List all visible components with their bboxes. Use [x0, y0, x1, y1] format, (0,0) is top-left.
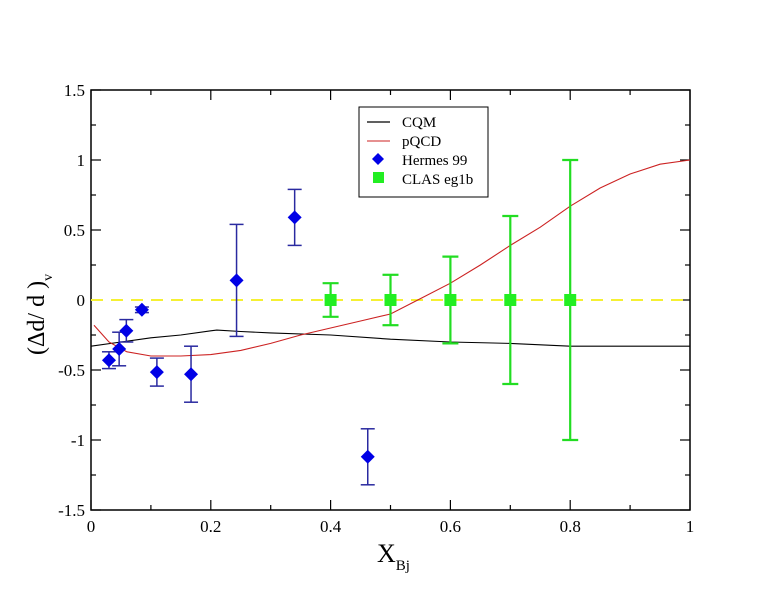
square-marker: [444, 294, 457, 306]
data-point-hermes-99: [360, 428, 375, 486]
series-line-cqm: [90, 329, 690, 347]
data-point-clas-eg1b: [322, 282, 339, 318]
data-point-clas-eg1b: [382, 273, 399, 327]
data-point-hermes-99: [112, 331, 127, 367]
diamond-marker: [119, 323, 134, 338]
x-axis-label: XBj: [377, 539, 410, 574]
y-tick-label: 1: [77, 151, 86, 170]
x-tick-label: 0: [87, 517, 96, 536]
data-point-hermes-99: [119, 318, 134, 343]
y-axis-label: (Δd/ d )v: [24, 274, 56, 355]
legend-label-clas: CLAS eg1b: [402, 172, 473, 188]
legend: CQM pQCD Hermes 99 CLAS eg1b: [358, 106, 489, 198]
y-tick-label: 1.5: [64, 81, 85, 100]
legend-swatch-hermes: [372, 153, 384, 165]
diamond-marker: [184, 367, 199, 382]
square-marker: [324, 294, 337, 306]
series-line-pqcd: [93, 159, 691, 357]
legend-label-hermes: Hermes 99: [402, 153, 467, 169]
x-tick-label: 0.8: [560, 517, 581, 536]
chart-marks: [90, 158, 691, 486]
square-marker: [384, 294, 397, 306]
x-tick-label: 0.2: [200, 517, 221, 536]
legend-swatch-clas: [373, 172, 384, 183]
y-tick-label: 0.5: [64, 221, 85, 240]
data-point-hermes-99: [184, 345, 199, 403]
data-point-clas-eg1b: [562, 158, 579, 442]
y-tick-label: -0.5: [58, 361, 85, 380]
data-point-clas-eg1b: [502, 214, 519, 386]
data-point-hermes-99: [287, 188, 302, 247]
diamond-marker: [112, 342, 127, 356]
diamond-marker: [134, 302, 149, 317]
legend-label-cqm: CQM: [402, 115, 436, 131]
data-point-hermes-99: [229, 223, 244, 338]
y-tick-label: 0: [77, 291, 86, 310]
y-tick-label: -1.5: [58, 501, 85, 520]
axis-ticks: [90, 89, 691, 511]
x-tick-labels: 0 0.2 0.4 0.6 0.8 1: [87, 517, 695, 536]
legend-label-pqcd: pQCD: [402, 134, 441, 150]
data-point-hermes-99: [101, 351, 116, 370]
square-marker: [564, 294, 577, 306]
diamond-marker: [287, 210, 302, 225]
x-tick-label: 0.6: [440, 517, 461, 536]
diamond-marker: [229, 273, 244, 288]
x-tick-label: 1: [686, 517, 695, 536]
diamond-marker: [149, 365, 164, 380]
data-point-hermes-99: [134, 302, 149, 317]
data-point-clas-eg1b: [442, 255, 459, 345]
diamond-marker: [101, 353, 116, 368]
y-tick-label: -1: [71, 431, 85, 450]
data-point-hermes-99: [149, 357, 164, 387]
y-tick-labels: -1.5 -1 -0.5 0 0.5 1 1.5: [58, 81, 85, 520]
square-marker: [504, 294, 517, 306]
x-tick-label: 0.4: [320, 517, 342, 536]
diamond-marker: [360, 449, 375, 464]
